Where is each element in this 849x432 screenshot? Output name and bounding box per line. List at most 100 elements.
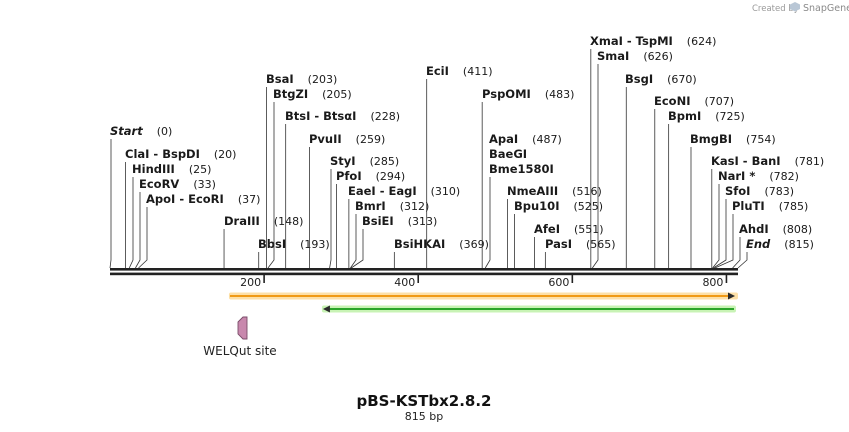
site-name: BsiEI: [362, 214, 394, 228]
site-name: BtsI - BtsαI: [285, 109, 356, 123]
site-name: DraIII: [224, 214, 260, 228]
enzyme-name: NarI *: [718, 169, 755, 183]
site-kasi-bani: KasI - BanI (781): [711, 154, 824, 268]
name-separator: -: [623, 34, 636, 48]
credit: Created by SnapGene: [752, 2, 849, 14]
site-leader-line: [350, 214, 357, 269]
enzyme-name: BpmI: [668, 109, 701, 123]
site-position: (516): [572, 185, 602, 198]
site-position: (205): [322, 88, 352, 101]
site-position: (148): [274, 215, 304, 228]
site-leader-line: [713, 199, 727, 269]
enzyme-name: BmgBI: [690, 132, 732, 146]
site-name: PvuII: [309, 132, 342, 146]
sequence-length: 815 bp: [405, 410, 443, 423]
site-position: (670): [667, 73, 697, 86]
site-position: (626): [643, 50, 673, 63]
site-leader-line: [109, 139, 112, 269]
enzyme-name: EcoRI: [188, 192, 224, 206]
site-leader-line: [135, 192, 141, 269]
site-leader-line: [732, 237, 741, 269]
site-position: (551): [574, 223, 604, 236]
ruler-tick-label: 600: [548, 276, 569, 289]
site-position: (228): [370, 110, 400, 123]
site-hindiii: HindIII (25): [128, 162, 211, 269]
site-leader-line: [329, 169, 332, 269]
enzyme-name: EciI: [426, 64, 449, 78]
feature-orange-arrow: [228, 292, 739, 300]
site-position: (369): [459, 238, 489, 251]
enzyme-name: ClaI: [125, 147, 149, 161]
enzyme-name: BmrI: [355, 199, 386, 213]
site-name: BaeGI: [489, 147, 527, 161]
site-bpu10i: Bpu10I (525): [514, 199, 603, 268]
site-position: (782): [769, 170, 799, 183]
backbone-top-strand: [110, 268, 738, 271]
site-position: (33): [193, 178, 216, 191]
site-name: XmaI - TspMI: [590, 34, 673, 48]
enzyme-name: SfoI: [725, 184, 750, 198]
name-separator: -: [376, 184, 389, 198]
site-position: (313): [408, 215, 438, 228]
site-leader-line: [350, 229, 364, 269]
site-ecii: EciI (411): [426, 64, 493, 268]
site-bbsi: BbsI (193): [258, 237, 330, 268]
site-name: Start: [110, 124, 143, 138]
enzyme-name: NmeAIII: [507, 184, 558, 198]
enzyme-name: BsgI: [625, 72, 653, 86]
ruler: 200 400 600 800: [240, 275, 728, 289]
site-position: (285): [370, 155, 400, 168]
enzyme-name: BsaI: [266, 72, 294, 86]
site-end: End (815): [737, 237, 814, 269]
site-name: HindIII: [132, 162, 175, 176]
site-position: (259): [356, 133, 386, 146]
site-name: EcoRV: [139, 177, 179, 191]
name-separator: -: [149, 147, 162, 161]
enzyme-name: ApaI: [489, 132, 518, 146]
site-leader-line: [484, 177, 491, 269]
site-pvuii: PvuII (259): [309, 132, 385, 268]
site-name: BmgBI: [690, 132, 732, 146]
enzyme-name: BsiHKAI: [394, 237, 445, 251]
feature-green-arrow: [321, 305, 736, 313]
site-position: (411): [463, 65, 493, 78]
site-position: (707): [704, 95, 734, 108]
site-leader-line: [138, 207, 148, 269]
site-leader-line: [592, 64, 599, 269]
enzyme-name: KasI: [711, 154, 739, 168]
site-apoi-ecori: ApoI - EcoRI (37): [138, 192, 260, 269]
site-position: (808): [783, 223, 813, 236]
site-position: (725): [715, 110, 745, 123]
site-position: (781): [795, 155, 825, 168]
enzyme-name: DraIII: [224, 214, 260, 228]
restriction-sites: Start (0)ClaI - BspDI (20)HindIII (25)EcoRV…: [109, 34, 824, 269]
site-position: (193): [300, 238, 330, 251]
site-eaei-eagi: EaeI - EagI (310): [348, 184, 460, 268]
site-clai-bspdi: ClaI - BspDI (20): [125, 147, 236, 268]
ruler-tick-label: 200: [240, 276, 261, 289]
site-name: AfeI: [534, 222, 560, 236]
site-name: Bme1580I: [489, 162, 554, 176]
site-draiii: DraIII (148): [223, 214, 304, 268]
site-position: (310): [431, 185, 461, 198]
site-name: SfoI: [725, 184, 750, 198]
site-bsihkai: BsiHKAI (369): [393, 237, 489, 268]
site-name: NmeAIII: [507, 184, 558, 198]
arrow-head-icon: [322, 305, 330, 313]
site-pasi: PasI (565): [544, 237, 616, 268]
site-name: End: [746, 237, 771, 251]
site-name: PluTI: [732, 199, 765, 213]
site-position: (783): [764, 185, 794, 198]
enzyme-name: PasI: [545, 237, 572, 251]
site-position: (754): [746, 133, 776, 146]
enzyme-name: PspOMI: [482, 87, 531, 101]
site-leader-line: [737, 252, 748, 269]
enzyme-name: EaeI: [348, 184, 376, 198]
site-name: SmaI: [597, 49, 629, 63]
site-name: NarI *: [718, 169, 755, 183]
site-btgzi: BtgZI (205): [267, 87, 352, 269]
site-name: EciI: [426, 64, 449, 78]
enzyme-name: EagI: [388, 184, 416, 198]
